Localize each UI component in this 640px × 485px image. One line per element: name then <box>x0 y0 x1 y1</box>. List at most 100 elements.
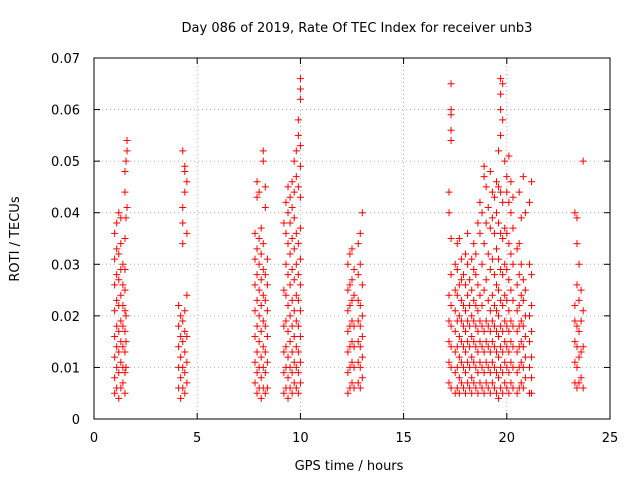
data-point <box>490 302 498 310</box>
data-points <box>111 75 587 402</box>
data-point <box>490 229 498 237</box>
data-point <box>350 384 358 392</box>
data-point <box>459 322 467 330</box>
data-point <box>292 260 300 268</box>
data-point <box>111 229 119 237</box>
data-point <box>183 332 191 340</box>
data-point <box>122 363 130 371</box>
data-point <box>577 317 585 325</box>
data-point <box>280 369 288 377</box>
data-point <box>344 348 352 356</box>
data-point <box>501 157 509 165</box>
data-point <box>571 358 579 366</box>
data-point <box>484 296 492 304</box>
data-point <box>175 343 183 351</box>
data-point <box>519 384 527 392</box>
data-point <box>457 379 465 387</box>
data-point <box>294 369 302 377</box>
data-point <box>358 281 366 289</box>
data-point <box>573 322 581 330</box>
data-point <box>354 338 362 346</box>
data-point <box>499 271 507 279</box>
data-point <box>517 358 525 366</box>
data-point <box>499 198 507 206</box>
y-tick-label: 0.04 <box>51 207 80 222</box>
data-point <box>459 302 467 310</box>
data-point <box>346 281 354 289</box>
data-point <box>503 188 511 196</box>
data-point <box>282 198 290 206</box>
data-point <box>528 374 536 382</box>
data-point <box>259 240 267 248</box>
data-point <box>509 296 517 304</box>
data-point <box>484 204 492 212</box>
data-point <box>482 317 490 325</box>
x-tick-label: 15 <box>395 431 412 446</box>
data-point <box>526 260 534 268</box>
data-point <box>282 260 290 268</box>
data-point <box>476 198 484 206</box>
data-point <box>122 338 130 346</box>
data-point <box>453 384 461 392</box>
data-point <box>476 338 484 346</box>
data-point <box>462 327 470 335</box>
data-point <box>451 286 459 294</box>
data-point <box>573 384 581 392</box>
data-point <box>482 358 490 366</box>
data-point <box>294 322 302 330</box>
data-point <box>350 363 358 371</box>
data-point <box>505 327 513 335</box>
data-point <box>261 348 269 356</box>
data-point <box>286 338 294 346</box>
data-point <box>472 343 480 351</box>
data-point <box>445 358 453 366</box>
data-point <box>468 312 476 320</box>
data-point <box>470 296 478 304</box>
data-point <box>515 240 523 248</box>
data-point <box>528 389 536 397</box>
data-point <box>350 322 358 330</box>
y-tick-label: 0.02 <box>51 310 80 325</box>
x-tick-label: 10 <box>292 431 309 446</box>
data-point <box>179 338 187 346</box>
data-point <box>251 307 259 315</box>
data-point <box>280 322 288 330</box>
data-point <box>486 307 494 315</box>
data-point <box>350 343 358 351</box>
data-point <box>526 198 534 206</box>
data-point <box>455 332 463 340</box>
data-point <box>451 369 459 377</box>
data-point <box>482 379 490 387</box>
data-point <box>113 219 121 227</box>
data-point <box>290 157 298 165</box>
data-point <box>344 286 352 294</box>
data-point <box>488 255 496 263</box>
data-point <box>358 209 366 217</box>
data-point <box>478 209 486 217</box>
data-point <box>505 348 513 356</box>
data-point <box>292 317 300 325</box>
data-point <box>499 235 507 242</box>
data-point <box>509 224 517 232</box>
data-point <box>488 379 496 387</box>
data-point <box>488 291 496 299</box>
data-point <box>497 322 505 330</box>
data-point <box>462 281 470 289</box>
data-point <box>261 369 269 377</box>
data-point <box>121 307 129 315</box>
data-point <box>261 389 269 397</box>
data-point <box>476 358 484 366</box>
data-point <box>478 384 486 392</box>
data-point <box>117 291 125 299</box>
data-point <box>294 116 302 124</box>
data-point <box>503 363 511 371</box>
data-point <box>296 162 304 170</box>
data-point <box>284 374 292 382</box>
data-point <box>472 271 480 279</box>
data-point <box>290 276 298 284</box>
data-point <box>468 332 476 340</box>
y-tick-label: 0.03 <box>51 258 80 273</box>
data-point <box>464 379 472 387</box>
data-point <box>459 271 467 279</box>
